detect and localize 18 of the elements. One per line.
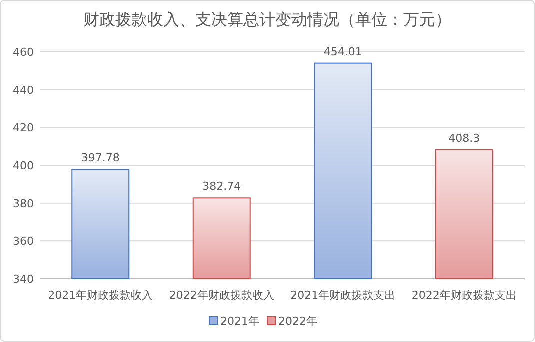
y-tick-label: 440 <box>13 84 34 97</box>
y-tick-label: 340 <box>13 273 34 286</box>
data-label: 397.78 <box>81 152 120 165</box>
data-label: 454.01 <box>324 45 362 58</box>
y-tick-label: 380 <box>13 197 34 210</box>
x-tick-label: 2022年财政拨款收入 <box>169 289 274 302</box>
data-label: 382.74 <box>202 180 242 194</box>
chart-title: 财政拨款收入、支决算总计变动情况（单位：万元） <box>84 10 452 29</box>
y-tick-label: 400 <box>13 160 34 172</box>
data-label: 408.3 <box>448 132 480 145</box>
legend-label: 2022年 <box>278 315 318 328</box>
y-tick-label: 460 <box>13 46 34 59</box>
x-tick-label: 2021年财政拨款收入 <box>48 289 154 302</box>
x-tick-label: 2021年财政拨款支出 <box>290 289 396 302</box>
x-tick-label: 2022年财政拨款支出 <box>412 289 517 302</box>
y-tick-label: 420 <box>13 122 34 135</box>
y-tick-label: 360 <box>13 235 34 248</box>
legend-label: 2021年 <box>220 315 260 328</box>
